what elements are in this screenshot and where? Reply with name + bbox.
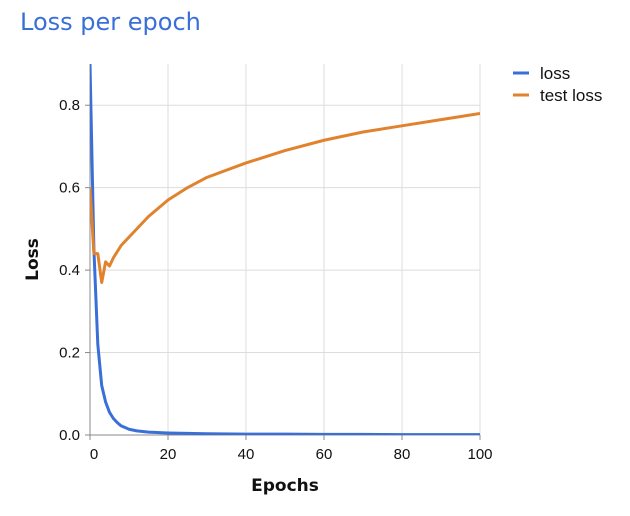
x-tick-label: 20: [160, 446, 177, 463]
y-tick-label: 0.8: [59, 97, 80, 114]
legend-label-test-loss: test loss: [540, 86, 602, 105]
y-axis-title: Loss: [23, 238, 43, 281]
legend: loss test loss: [513, 64, 602, 105]
x-tick-label: 40: [238, 446, 255, 463]
x-tick-label: 0: [90, 446, 98, 463]
y-tick-label: 0.0: [59, 427, 80, 444]
axes: 0 20 40 60 80 100 0.0 0.2 0.4 0.6 0.8: [59, 64, 493, 463]
x-tick-label: 60: [316, 446, 333, 463]
x-axis-title: Epochs: [251, 476, 319, 496]
y-tick-label: 0.6: [59, 180, 80, 197]
x-tick-label: 100: [467, 446, 492, 463]
series: [90, 63, 480, 435]
chart-title: Loss per epoch: [20, 8, 201, 36]
series-line-loss: [90, 63, 480, 435]
y-tick-label: 0.2: [59, 345, 80, 362]
x-tick-label: 80: [394, 446, 411, 463]
grid: [89, 64, 481, 436]
legend-label-loss: loss: [540, 64, 570, 83]
series-line-test-loss: [90, 111, 480, 284]
y-tick-label: 0.4: [59, 262, 80, 279]
